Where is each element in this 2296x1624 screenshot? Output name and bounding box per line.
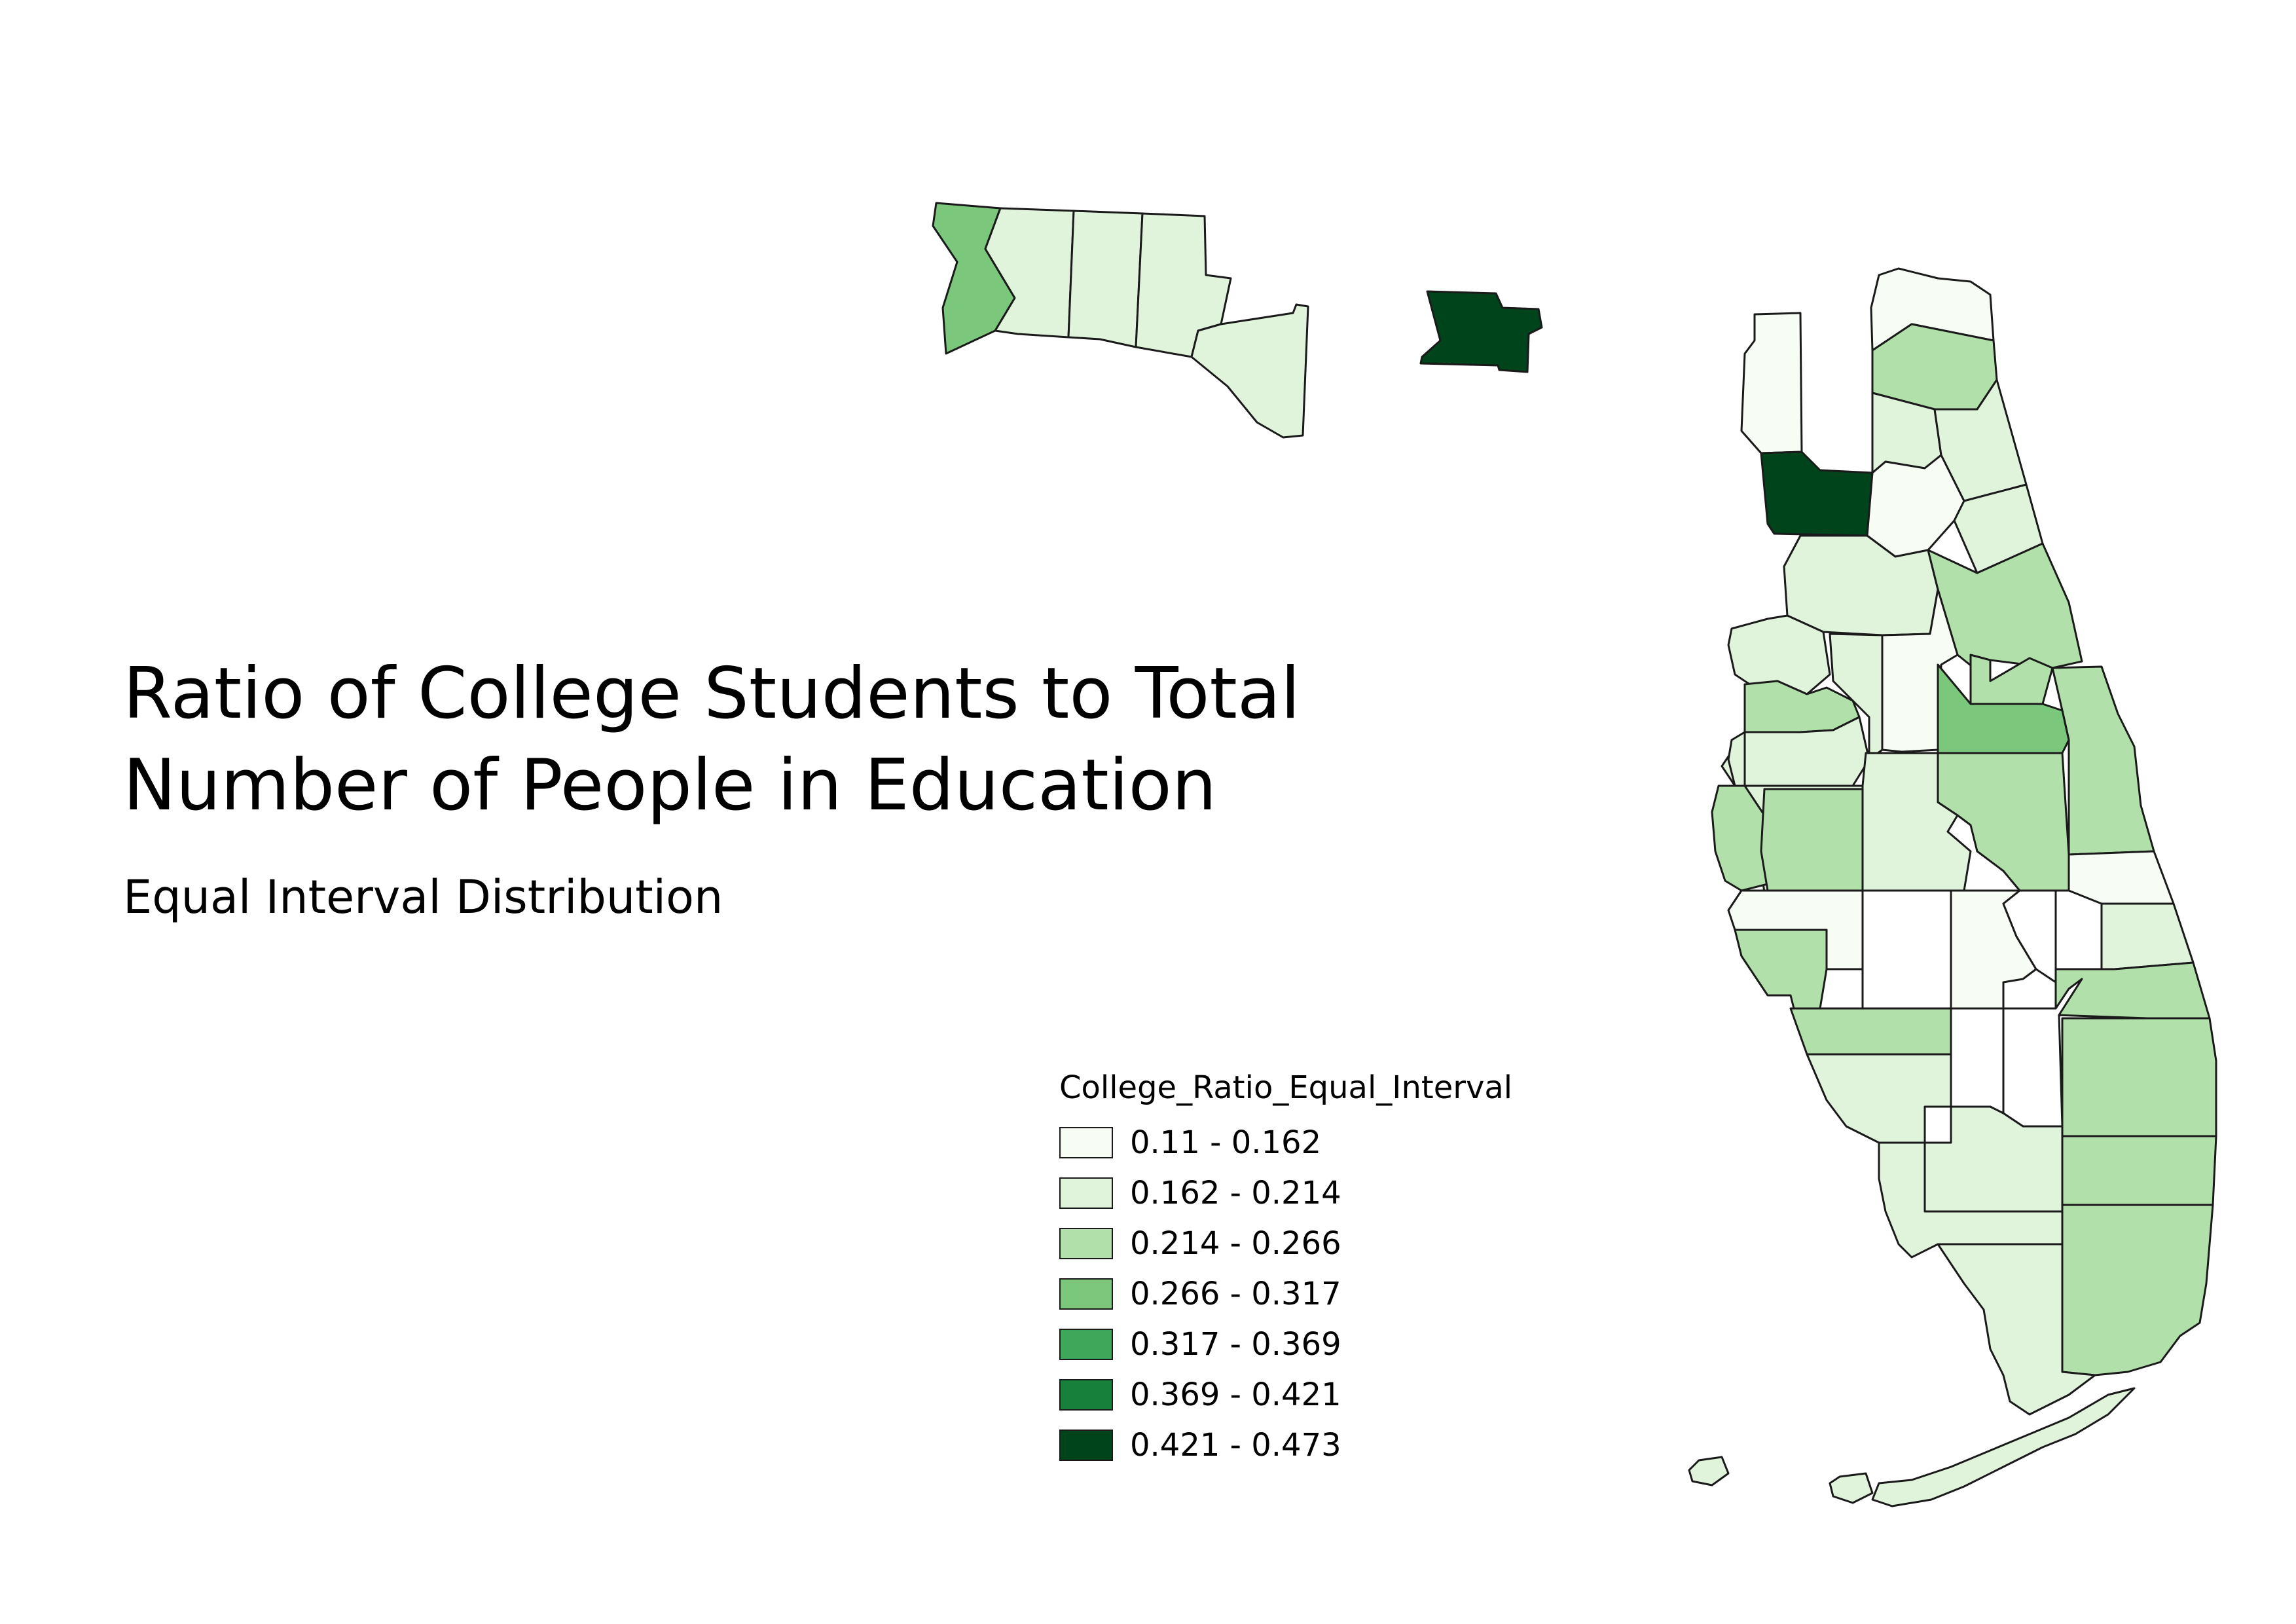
county-bay (1190, 303, 1309, 439)
legend-item: 0.214 - 0.266 (1059, 1218, 1512, 1268)
county-martin (2054, 961, 2211, 1020)
county-hardee (1861, 889, 1952, 1010)
legend-item: 0.421 - 0.473 (1059, 1420, 1512, 1470)
county-sumter (1829, 633, 1884, 761)
legend-item: 0.317 - 0.369 (1059, 1319, 1512, 1369)
county-monroe-key-west (1829, 1472, 1874, 1504)
legend-item: 0.369 - 0.421 (1059, 1369, 1512, 1420)
county-lee (1806, 1053, 1952, 1144)
county-okaloosa (1067, 210, 1144, 348)
county-taylor (1727, 731, 1746, 787)
county-broward (2061, 1135, 2217, 1206)
legend-swatch (1059, 1126, 1113, 1158)
county-duval (1871, 323, 1998, 411)
legend-label: 0.214 - 0.266 (1130, 1225, 1341, 1262)
county-alachua (1760, 451, 1874, 537)
map-title-line-2: Number of People in Education (123, 745, 1217, 826)
map-title: Ratio of College Students to Total Numbe… (123, 648, 1300, 832)
legend-swatch (1059, 1328, 1113, 1360)
county-monroe-keys (1871, 1387, 2136, 1507)
legend-swatch (1059, 1227, 1113, 1259)
legend-swatch (1059, 1278, 1113, 1310)
legend-swatch (1059, 1177, 1113, 1209)
county-okeechobee (2002, 889, 2057, 984)
county-charlotte (1789, 1007, 1952, 1056)
legend-classes: 0.11 - 0.162 0.162 - 0.214 0.214 - 0.266 0.… (1059, 1117, 1512, 1470)
legend-swatch (1059, 1429, 1113, 1461)
county-monroe-mainland (1937, 1243, 2096, 1416)
legend-item: 0.266 - 0.317 (1059, 1268, 1512, 1319)
legend-swatch (1059, 1378, 1113, 1411)
county-sarasota (1734, 929, 1828, 1010)
legend: College_Ratio_Equal_Interval 0.11 - 0.16… (1059, 1067, 1512, 1470)
county-st-lucie (2100, 902, 2195, 970)
county-volusia (1927, 542, 2083, 682)
county-monroe-dry-tortugas (1688, 1456, 1730, 1486)
county-indian-river (2068, 850, 2175, 905)
legend-item: 0.162 - 0.214 (1059, 1168, 1512, 1218)
legend-label: 0.162 - 0.214 (1130, 1174, 1341, 1211)
legend-label: 0.421 - 0.473 (1130, 1426, 1341, 1464)
county-glades (1950, 1007, 2005, 1115)
county-miami-dade (2061, 1204, 2214, 1376)
county-osceola (1937, 752, 2070, 892)
legend-label: 0.11 - 0.162 (1130, 1124, 1322, 1161)
legend-title: College_Ratio_Equal_Interval (1059, 1069, 1513, 1106)
county-hillsborough (1760, 788, 1864, 892)
map-title-line-1: Ratio of College Students to Total (123, 653, 1301, 735)
county-leon (1419, 290, 1543, 373)
legend-item: 0.11 - 0.162 (1059, 1117, 1512, 1168)
county-palm-beach (2061, 1017, 2217, 1137)
county-putnam (1866, 454, 1965, 558)
county-columbia (1740, 312, 1803, 454)
legend-label: 0.317 - 0.369 (1130, 1325, 1341, 1363)
legend-label: 0.266 - 0.317 (1130, 1275, 1341, 1312)
legend-label: 0.369 - 0.421 (1130, 1376, 1341, 1413)
map-subtitle: Equal Interval Distribution (123, 870, 723, 924)
